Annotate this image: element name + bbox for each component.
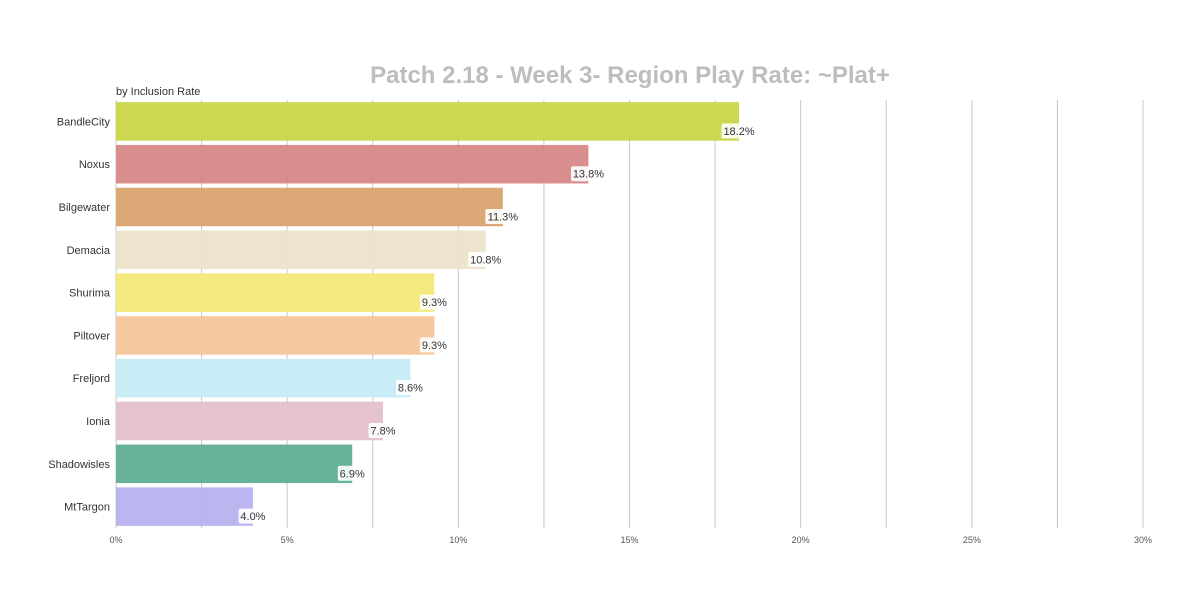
data-label: 4.0% [240,511,265,523]
category-label: Ionia [86,416,111,428]
category-label: Piltover [73,330,110,342]
data-label: 11.3% [488,212,519,224]
grid-lines [115,100,1144,528]
x-tick-label: 10% [449,535,467,545]
x-tick-label: 15% [620,535,638,545]
data-label-box [238,508,268,524]
data-label-box [368,423,398,438]
data-label: 6.9% [340,468,365,480]
data-label: 13.8% [573,169,604,181]
bar[interactable] [116,358,411,398]
category-label: Shurima [69,288,111,300]
data-label-box [419,337,449,353]
bars [116,102,740,526]
x-tick-label: 5% [281,535,294,545]
bar[interactable] [116,230,486,270]
category-label: Freljord [73,373,110,385]
data-label: 8.6% [398,383,423,395]
bar[interactable] [116,144,589,184]
data-label-box [721,123,757,139]
category-label: Shadowisles [48,459,110,471]
data-label: 18.2% [723,126,754,138]
data-label-box [485,209,521,224]
bar[interactable] [116,102,740,141]
x-tick-label: 20% [792,535,810,545]
x-tick-label: 25% [963,535,981,545]
bar[interactable] [116,444,353,484]
bar[interactable] [116,401,384,441]
data-label: 9.3% [422,340,447,352]
category-label: BandleCity [57,116,111,128]
category-axis: BandleCity Noxus Bilgewater Demacia Shurima P… [48,116,111,513]
data-label-box [337,465,367,481]
category-label: Demacia [67,245,111,257]
data-labels: 18.2% 13.8% 11.3% 10.8% 9.3% 9.3% 8.6% 7.8% 6.9%… [238,123,757,524]
data-label: 10.8% [470,254,501,266]
category-label: Bilgewater [59,202,111,214]
chart-subtitle: by Inclusion Rate [116,86,201,98]
bar[interactable] [116,316,435,355]
bar[interactable] [116,187,503,227]
data-label-box [396,380,425,396]
category-label: MtTargon [64,502,110,514]
data-label-box [570,166,606,182]
x-tick-label: 30% [1134,535,1152,545]
data-label-box [468,251,504,267]
data-label-box [419,294,449,310]
chart-title: Patch 2.18 - Week 3- Region Play Rate: ~… [370,62,890,89]
category-label: Noxus [79,159,111,171]
value-axis: 0% 5% 10% 15% 20% 25% 30% [109,535,1152,545]
bar[interactable] [116,273,435,312]
bar[interactable] [116,487,253,526]
data-label: 9.3% [422,297,447,309]
x-tick-label: 0% [109,535,122,545]
data-label: 7.8% [370,426,395,438]
